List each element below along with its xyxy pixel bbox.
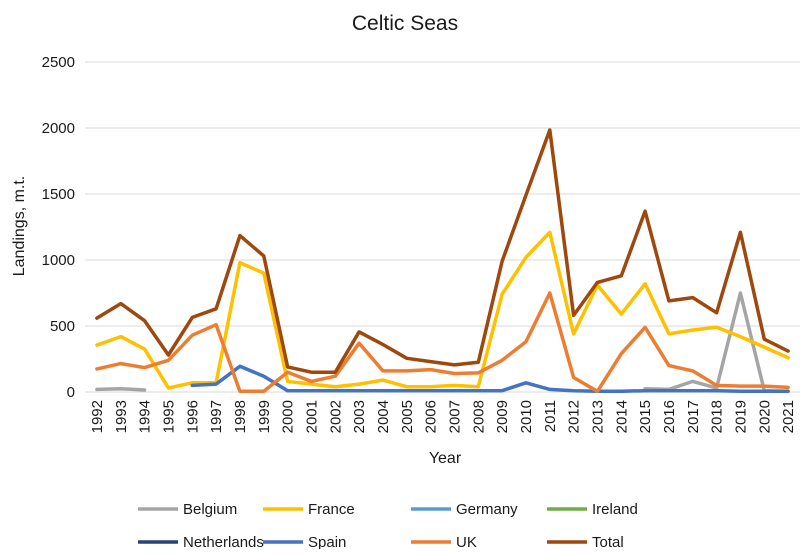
legend-item-belgium: Belgium (138, 501, 237, 518)
series-total (97, 130, 788, 372)
legend-item-netherlands: Netherlands (138, 534, 264, 549)
x-tick-label: 2013 (589, 400, 606, 433)
y-axis-label: Landings, m.t. (11, 176, 28, 277)
legend-item-uk: UK (411, 534, 477, 549)
x-tick-label: 1993 (113, 400, 130, 433)
legend-item-france: France (263, 501, 355, 518)
x-tick-label: 2019 (732, 400, 749, 433)
series-line-belgium (97, 389, 145, 390)
y-tick-label: 0 (67, 384, 75, 401)
legend-label: France (308, 501, 355, 518)
x-tick-label: 2008 (470, 400, 487, 433)
gridlines (85, 62, 800, 392)
x-tick-label: 2005 (399, 400, 416, 433)
legend-label: Belgium (183, 501, 237, 518)
x-tick-label: 1992 (89, 400, 106, 433)
x-tick-label: 1997 (208, 400, 225, 433)
x-tick-label: 2018 (709, 400, 726, 433)
x-tick-label: 2010 (518, 400, 535, 433)
x-tick-label: 2000 (280, 400, 297, 433)
x-tick-label: 2016 (661, 400, 678, 433)
legend-label: Total (592, 534, 624, 549)
legend: Belgium France Germany Ireland Netherlands Sp… (138, 501, 638, 549)
x-tick-label: 1995 (160, 400, 177, 433)
y-tick-label: 1000 (42, 252, 75, 269)
y-tick-label: 2500 (42, 54, 75, 71)
x-axis-label: Year (429, 450, 462, 467)
x-tick-label: 2015 (637, 400, 654, 433)
x-tick-label: 2003 (351, 400, 368, 433)
x-tick-label: 1996 (184, 400, 201, 433)
y-tick-label: 2000 (42, 120, 75, 137)
series-uk (97, 293, 788, 391)
chart-title: Celtic Seas (352, 12, 458, 35)
legend-item-spain: Spain (263, 534, 346, 549)
x-tick-label: 2007 (446, 400, 463, 433)
legend-label: UK (456, 534, 477, 549)
x-tick-label: 2020 (756, 400, 773, 433)
x-tick-label: 1999 (256, 400, 273, 433)
series-belgium (97, 293, 788, 391)
legend-item-ireland: Ireland (547, 501, 638, 518)
legend-label: Netherlands (183, 534, 264, 549)
legend-label: Ireland (592, 501, 638, 518)
y-tick-label: 1500 (42, 186, 75, 203)
legend-item-total: Total (547, 534, 624, 549)
x-tick-label: 1998 (232, 400, 249, 433)
series-line-uk (97, 293, 788, 391)
y-tick-labels: 0 500 1000 1500 2000 2500 (42, 54, 75, 401)
x-tick-label: 2011 (542, 400, 559, 432)
x-tick-label: 2014 (613, 400, 630, 433)
y-tick-label: 500 (50, 318, 75, 335)
x-tick-labels: 1992 1993 1994 1995 1996 1997 1998 1999 2000 2001… (89, 400, 797, 433)
x-tick-label: 1994 (137, 400, 154, 433)
x-tick-label: 2017 (685, 400, 702, 433)
legend-item-germany: Germany (411, 501, 518, 518)
legend-label: Germany (456, 501, 518, 518)
x-tick-label: 2004 (375, 400, 392, 433)
x-tick-label: 2012 (566, 400, 583, 433)
series-line-total (97, 130, 788, 372)
x-tick-label: 2001 (303, 400, 320, 433)
series-lines (97, 130, 788, 391)
x-tick-label: 2002 (327, 400, 344, 433)
x-tick-label: 2006 (423, 400, 440, 433)
x-tick-label: 2021 (780, 400, 797, 433)
x-tick-label: 2009 (494, 400, 511, 433)
legend-label: Spain (308, 534, 346, 549)
